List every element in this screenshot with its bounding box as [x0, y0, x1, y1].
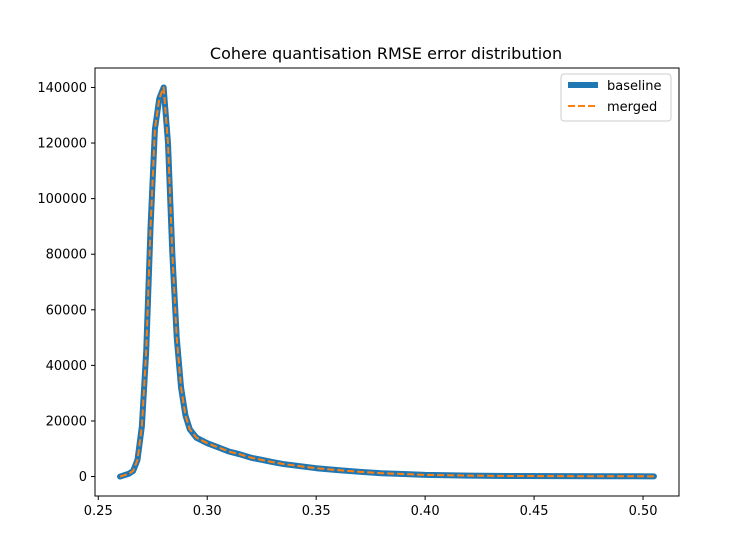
x-tick-label: 0.30 [193, 504, 222, 519]
y-tick-label: 20000 [46, 414, 87, 429]
y-tick-label: 80000 [46, 248, 87, 263]
legend-label-merged: merged [607, 100, 657, 115]
series-line-merged [119, 86, 654, 478]
y-tick-label: 40000 [46, 359, 87, 374]
y-tick-label: 0 [79, 470, 87, 485]
legend-label-baseline: baseline [607, 79, 661, 94]
chart-title: Cohere quantisation RMSE error distribut… [210, 44, 562, 63]
axes-frame [94, 67, 680, 497]
axes: 0.25 0.30 0.35 0.40 0.45 0.50 0 20000 40000 60000… [37, 81, 657, 519]
x-tick-label: 0.40 [411, 504, 440, 519]
y-tick-label: 120000 [37, 137, 87, 152]
x-tick-label: 0.25 [84, 504, 113, 519]
y-tick-label: 60000 [46, 303, 87, 318]
y-tick-label: 100000 [37, 192, 87, 207]
plot-area [117, 84, 657, 480]
y-tick-label: 140000 [37, 81, 87, 96]
x-tick-label: 0.50 [629, 504, 658, 519]
x-tick-label: 0.35 [302, 504, 331, 519]
x-tick-label: 0.45 [520, 504, 549, 519]
legend: baseline merged [560, 73, 672, 122]
series-line-baseline [117, 84, 657, 480]
